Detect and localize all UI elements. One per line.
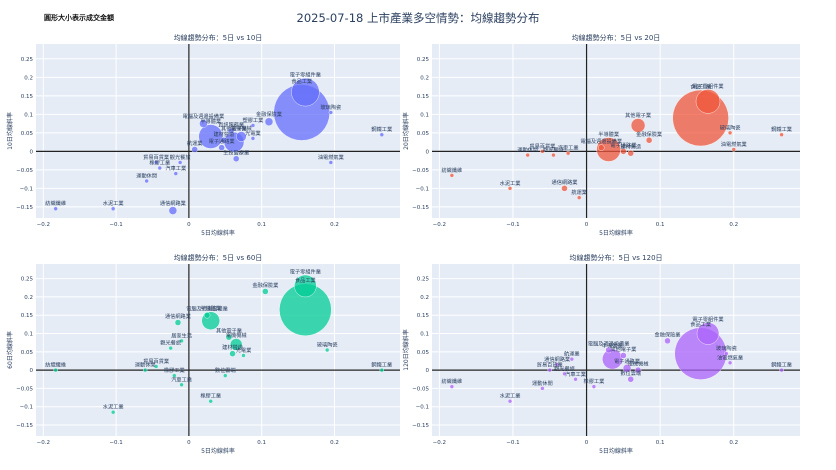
point-label: 其他電子業 (221, 125, 247, 133)
x-tick-label: −0.2 (37, 222, 50, 228)
bubble-point (232, 155, 240, 162)
point-label: 貿易百貨業 (143, 153, 169, 161)
bubble-point (236, 131, 247, 142)
y-tick-label: −0.15 (16, 205, 33, 211)
x-axis-label: 5日均線斜率 (201, 229, 235, 237)
point-label: 金融保險業 (256, 110, 282, 118)
x-tick-label: −0.1 (109, 222, 122, 228)
y-tick-label: −0.1 (20, 186, 33, 192)
point-label: 汽車工業 (165, 164, 186, 172)
y-tick-label: 0 (30, 149, 34, 155)
point-label: 電子零組件業 (290, 71, 321, 79)
point-label: 橡膠工業 (149, 159, 170, 167)
point-label: 半導體業 (200, 117, 221, 125)
point-label: 觀光餐旅 (170, 153, 191, 161)
point-label: 鋼鐵工業 (371, 125, 392, 133)
y-tick-label: 0.1 (24, 112, 33, 118)
bubble-point (264, 117, 274, 126)
y-tick-label: 0.2 (24, 75, 33, 81)
bubble-point (153, 160, 159, 165)
point-label: 光電業 (245, 129, 261, 137)
chart-title: 2025-07-18 上市產業多空情勢：均線趨勢分布 (296, 11, 540, 25)
bubble-point (227, 127, 235, 135)
x-tick-label: 0.2 (330, 222, 339, 228)
size-note: 圓形大小表示成交金額 (44, 14, 114, 22)
point-label: 電腦及週邊設備業 (183, 112, 225, 120)
bubble-point (177, 160, 183, 165)
bubble-point (291, 77, 320, 107)
bubble-point (218, 144, 225, 151)
y-tick-label: 0.15 (21, 94, 34, 100)
point-label: 食品工業 (291, 77, 312, 85)
bubble-point (157, 165, 162, 171)
bubble-point (168, 206, 178, 215)
y-tick-label: 0.05 (21, 131, 34, 137)
point-label: 水泥工業 (103, 199, 124, 207)
point-label: 通信網路業 (160, 199, 186, 207)
point-label: 塑膠工業 (243, 116, 264, 124)
bubble-point (198, 124, 223, 149)
point-label: 紡織纖維 (45, 199, 66, 207)
point-label: 生技醫療業 (223, 148, 249, 156)
bubble-point (110, 206, 116, 211)
bubble-point (191, 146, 198, 153)
point-label: 電子通路業 (209, 137, 235, 145)
bubble-point (379, 132, 384, 137)
bubble-point (328, 160, 334, 165)
point-label: 運動休閒 (136, 171, 157, 179)
point-label: 航運業 (187, 139, 203, 147)
point-label: 電機機械 (231, 124, 252, 132)
bubble-point (220, 137, 228, 144)
point-label: 建材營造 (213, 130, 235, 138)
bubble-point (328, 110, 334, 115)
point-label: 玻璃陶瓷 (320, 103, 341, 111)
y-axis-label: 10日均線斜率 (6, 112, 14, 150)
bubble-point (53, 206, 58, 211)
x-tick-label: 0.1 (257, 222, 266, 228)
point-label: 油電燃氣業 (318, 153, 344, 161)
bubble-point (144, 178, 149, 184)
subplot-title: 均線趨勢分布：5日 vs 10日 (174, 33, 263, 42)
y-tick-label: 0.25 (21, 57, 34, 63)
bubble-point (173, 171, 178, 176)
bubble-point (199, 119, 208, 128)
x-tick-label: 0 (187, 222, 191, 228)
y-tick-label: −0.05 (16, 168, 33, 174)
bubble-point (250, 123, 256, 128)
bubble-point (250, 136, 256, 141)
point-label: 資訊服務業 (218, 121, 244, 129)
